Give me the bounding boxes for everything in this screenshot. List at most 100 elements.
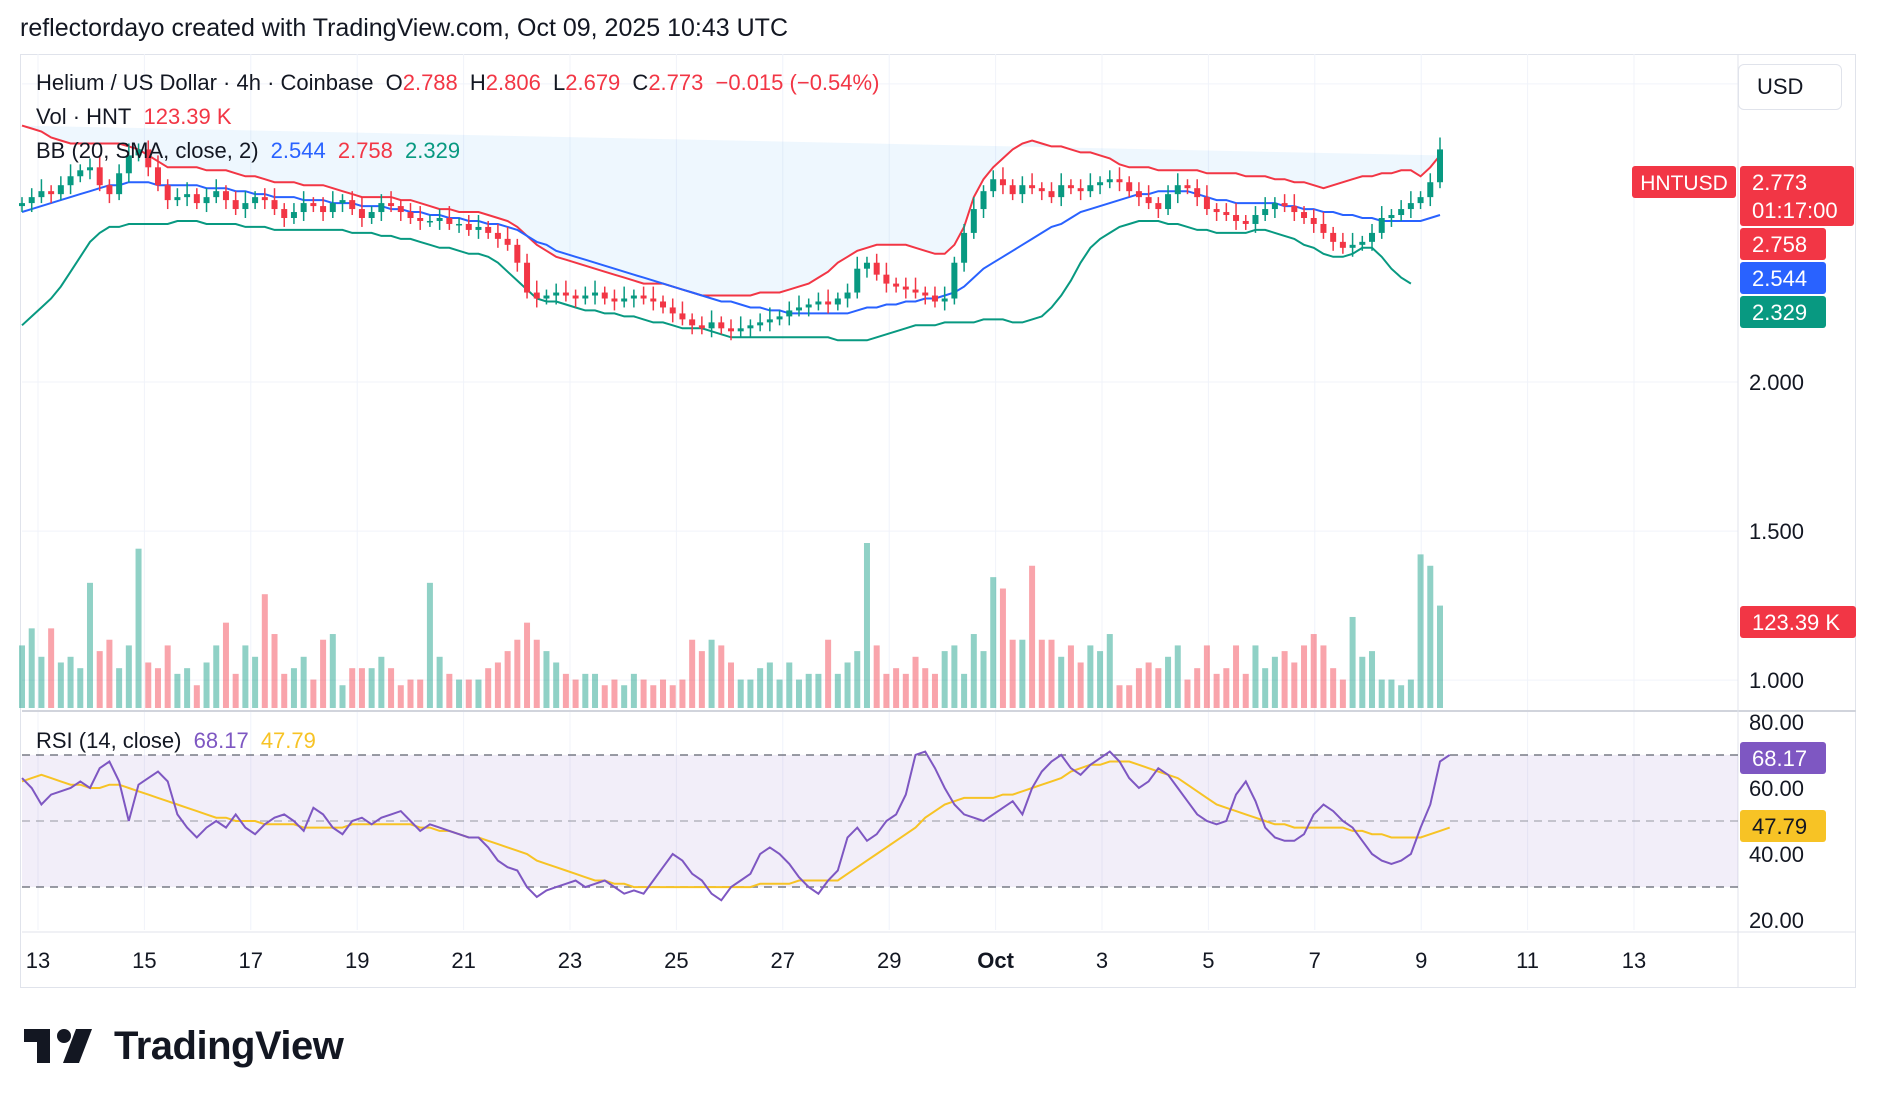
symbol-badge (1632, 166, 1736, 198)
currency-button[interactable]: USD (1738, 64, 1842, 110)
candle-body (154, 167, 161, 186)
candle-body (494, 232, 501, 239)
candle-body (1359, 241, 1366, 245)
volume-bar (999, 588, 1006, 708)
volume-bar (1116, 685, 1123, 708)
volume-bar (281, 673, 288, 708)
time-axis-tick: 19 (345, 948, 369, 973)
candle-body (747, 325, 754, 329)
candle-body (1048, 191, 1055, 198)
candle-body (883, 274, 890, 284)
attribution-text: reflectordayo created with TradingView.c… (20, 14, 788, 42)
volume-bar (1184, 679, 1191, 708)
candle-body (922, 292, 929, 296)
candle-body (1233, 215, 1240, 221)
candle-body (1301, 212, 1308, 218)
candle-body (951, 262, 958, 299)
time-axis-tick: 7 (1309, 948, 1321, 973)
volume-bar (1194, 668, 1201, 708)
volume-bar (1213, 673, 1220, 708)
bb-upper-value: 2.758 (337, 138, 393, 163)
candle-body (893, 283, 900, 287)
rsi-badge (1740, 742, 1826, 774)
candle-body (1077, 188, 1084, 192)
bb-upper-badge-text: 2.758 (1752, 232, 1807, 257)
volume-bar (553, 662, 560, 708)
volume-bar (1145, 662, 1152, 708)
volume-bar (368, 668, 375, 708)
candle-body (281, 209, 288, 218)
candle-body (805, 304, 812, 308)
low-value: 2.679 (565, 70, 621, 95)
candle-body (456, 223, 463, 226)
candle-body (1097, 182, 1104, 186)
candle-body (19, 203, 25, 207)
candle-body (524, 262, 531, 293)
volume-bar (757, 668, 764, 708)
volume-bar (1087, 645, 1094, 708)
volume-legend: Vol · HNT 123.39 K (36, 104, 238, 130)
bb-label[interactable]: BB (20, SMA, close, 2) (36, 138, 259, 163)
volume-bar (601, 685, 608, 708)
volume-value: 123.39 K (143, 104, 232, 129)
volume-bar (193, 685, 200, 708)
high-label: H (469, 70, 486, 95)
volume-bar (407, 679, 414, 708)
volume-bar (38, 656, 45, 708)
candle-body (815, 301, 822, 305)
volume-bar (1330, 668, 1337, 708)
volume-bar (815, 673, 822, 708)
rsi-axis-tick: 40.00 (1749, 842, 1804, 867)
volume-badge-text: 123.39 K (1752, 610, 1840, 635)
volume-bar (795, 679, 802, 708)
volume-bar (116, 668, 123, 708)
volume-bar (1388, 679, 1395, 708)
volume-bar (475, 679, 482, 708)
volume-bar (417, 679, 424, 708)
volume-bar (650, 685, 657, 708)
volume-label[interactable]: Vol · HNT (36, 104, 132, 129)
time-axis-tick: 29 (877, 948, 901, 973)
candle-body (57, 185, 64, 195)
volume-bar (737, 679, 744, 708)
bb-basis-line (21, 181, 1441, 315)
volume-bar (805, 673, 812, 708)
tradingview-logo[interactable]: TradingView (24, 1024, 344, 1069)
volume-bar (1320, 645, 1327, 708)
candle-body (388, 203, 395, 207)
volume-bar (1155, 668, 1162, 708)
volume-bar (1252, 645, 1259, 708)
candle-body (1135, 191, 1142, 198)
volume-bar (1067, 645, 1074, 708)
volume-bar (970, 634, 977, 708)
candle-body (339, 200, 346, 204)
volume-bar (980, 651, 987, 708)
volume-bar (669, 685, 676, 708)
volume-bar (1281, 651, 1288, 708)
rsi-value: 68.17 (193, 728, 249, 753)
volume-bar (1262, 668, 1269, 708)
chart-frame[interactable] (20, 54, 1856, 988)
rsi-label[interactable]: RSI (14, close) (36, 728, 182, 753)
candle-body (465, 223, 472, 230)
volume-bar (125, 645, 132, 708)
volume-bar (213, 645, 220, 708)
volume-bar (1223, 668, 1230, 708)
candle-body (290, 212, 297, 218)
close-label: C (632, 70, 649, 95)
volume-bar (252, 656, 259, 708)
candle-body (776, 316, 783, 320)
candle-body (426, 220, 433, 223)
candle-body (990, 179, 997, 192)
candle-body (601, 292, 608, 299)
candle-body (514, 244, 521, 263)
rsi-ma-line (21, 760, 1451, 889)
candle-body (572, 295, 579, 299)
volume-bar (1048, 639, 1055, 708)
volume-bar (1242, 673, 1249, 708)
candle-body (1203, 197, 1210, 210)
open-value: 2.788 (402, 70, 458, 95)
symbol-title[interactable]: Helium / US Dollar · 4h · Coinbase (36, 70, 374, 95)
volume-bar (660, 679, 667, 708)
